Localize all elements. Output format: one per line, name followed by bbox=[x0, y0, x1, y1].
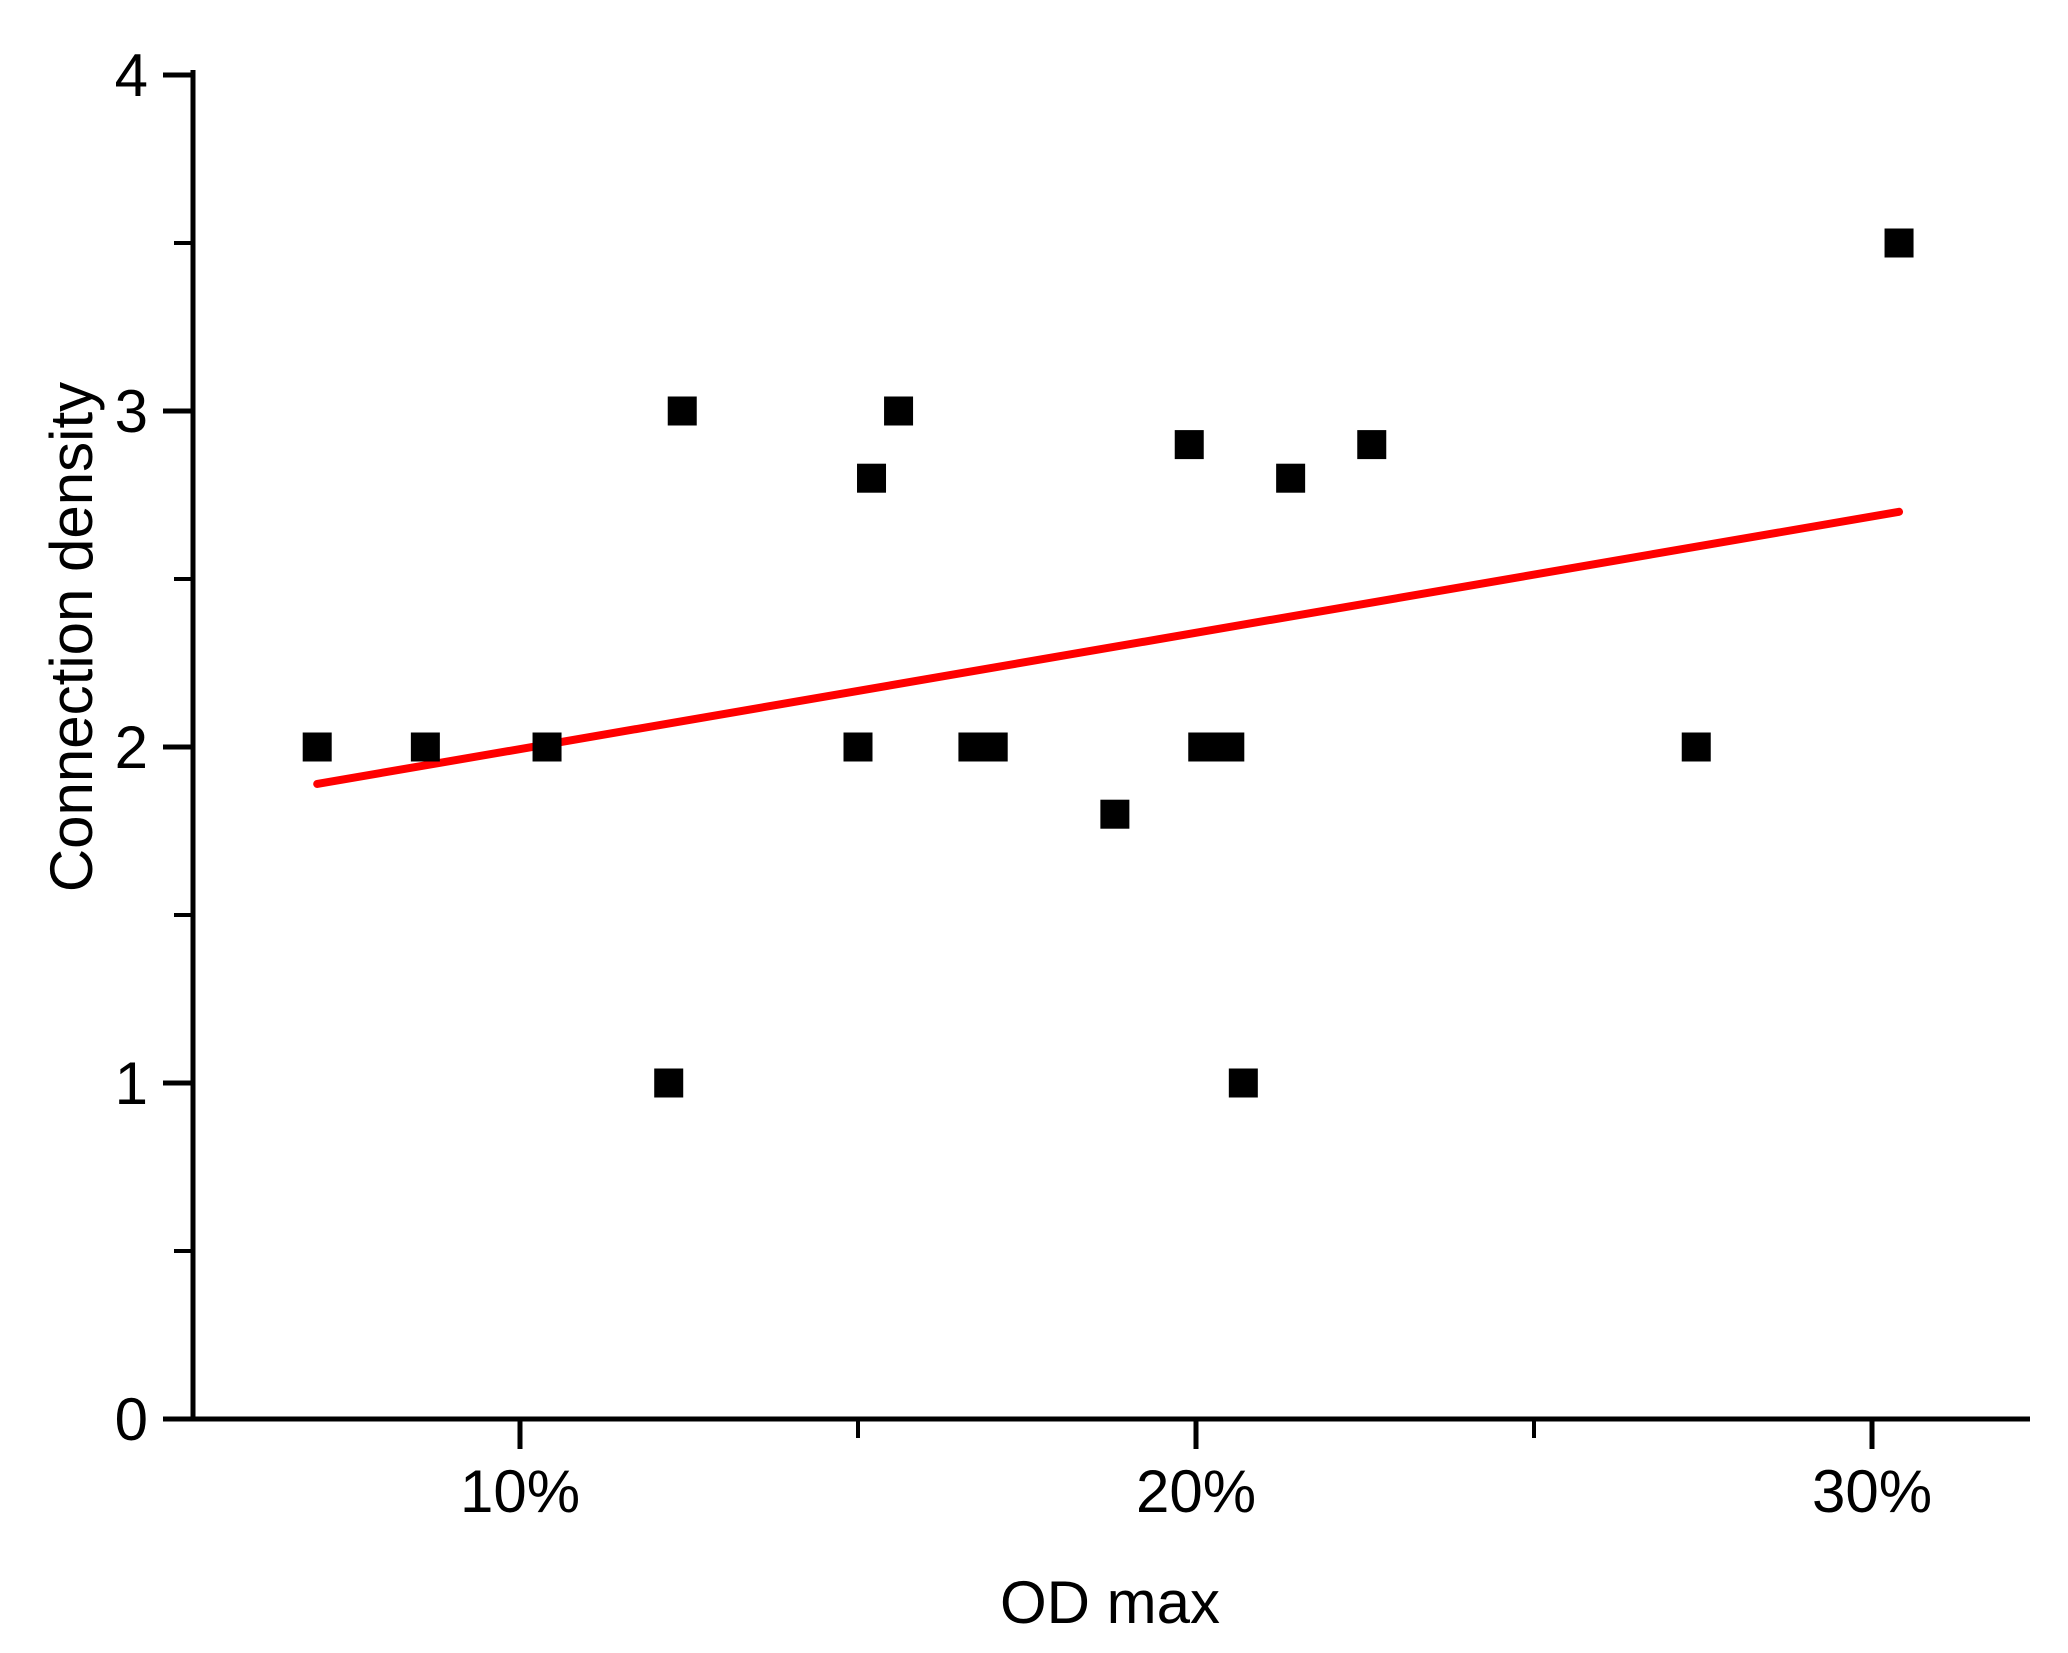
data-point bbox=[1276, 463, 1306, 493]
data-point bbox=[843, 732, 873, 762]
data-point bbox=[302, 732, 332, 762]
data-point bbox=[978, 732, 1008, 762]
data-point bbox=[1188, 732, 1218, 762]
data-point bbox=[884, 396, 914, 426]
y-tick-label: 0 bbox=[115, 1386, 148, 1453]
y-tick-label: 3 bbox=[115, 378, 148, 445]
data-point bbox=[1174, 430, 1204, 460]
data-point bbox=[1357, 430, 1387, 460]
x-axis-title: OD max bbox=[1000, 1569, 1220, 1636]
y-axis-title: Connection density bbox=[38, 382, 105, 892]
x-tick-label: 20% bbox=[1136, 1458, 1256, 1525]
data-point bbox=[667, 396, 697, 426]
trend-line bbox=[313, 507, 1904, 788]
data-point bbox=[1884, 228, 1914, 258]
y-tick-label: 2 bbox=[115, 714, 148, 781]
axes-layer: 10% 20% 30% 0 1 2 3 4 bbox=[115, 42, 2030, 1525]
data-point bbox=[654, 1068, 684, 1098]
trend-line-layer bbox=[313, 507, 1904, 788]
x-tick-label: 10% bbox=[460, 1458, 580, 1525]
data-points-layer bbox=[302, 228, 1914, 1098]
y-tick-label: 4 bbox=[115, 42, 148, 109]
y-tick-label: 1 bbox=[115, 1050, 148, 1117]
data-point bbox=[857, 463, 887, 493]
data-point bbox=[1228, 1068, 1258, 1098]
data-point bbox=[1215, 732, 1245, 762]
data-point bbox=[410, 732, 440, 762]
data-point bbox=[532, 732, 562, 762]
data-point bbox=[1681, 732, 1711, 762]
data-point bbox=[1100, 799, 1130, 829]
x-tick-label: 30% bbox=[1812, 1458, 1932, 1525]
